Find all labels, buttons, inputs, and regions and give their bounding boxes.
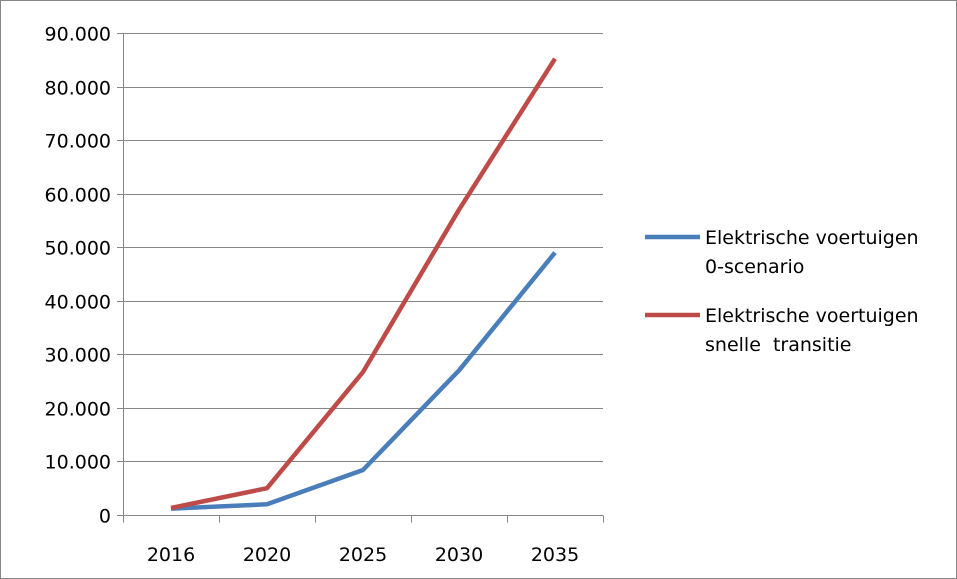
series-line-1 xyxy=(170,251,557,511)
x-tick-label: 2016 xyxy=(147,544,195,566)
series-lines xyxy=(170,57,557,511)
legend-label-1: Elektrische voertuigen xyxy=(705,227,919,249)
x-tick-label: 2020 xyxy=(243,544,291,566)
x-tick-label: 2035 xyxy=(531,544,579,566)
y-tick-label: 0 xyxy=(99,506,111,528)
legend-label-1: 0-scenario xyxy=(705,256,804,278)
x-tick-label: 2025 xyxy=(339,544,387,566)
y-tick-label: 80.000 xyxy=(45,78,111,100)
y-tick-label: 30.000 xyxy=(45,345,111,367)
y-tick-label: 40.000 xyxy=(45,292,111,314)
axes xyxy=(117,33,604,523)
gridlines xyxy=(123,33,603,462)
legend: Elektrische voertuigen 0-scenario Elektris… xyxy=(645,227,919,356)
y-tick-label: 20.000 xyxy=(45,399,111,421)
y-tick-label: 10.000 xyxy=(45,452,111,474)
y-tick-label: 70.000 xyxy=(45,131,111,153)
y-tick-label: 50.000 xyxy=(45,238,111,260)
x-tick-labels: 2016 2020 2025 2030 2035 xyxy=(147,544,579,566)
x-tick-label: 2030 xyxy=(435,544,483,566)
y-tick-label: 60.000 xyxy=(45,185,111,207)
series-line-2 xyxy=(170,57,557,511)
y-tick-label: 90.000 xyxy=(45,24,111,46)
legend-label-2: snelle transitie xyxy=(705,334,852,356)
y-tick-labels: 0 10.000 20.000 30.000 40.000 50.000 60.000 70.… xyxy=(45,24,111,528)
legend-label-2: Elektrische voertuigen xyxy=(705,305,919,327)
